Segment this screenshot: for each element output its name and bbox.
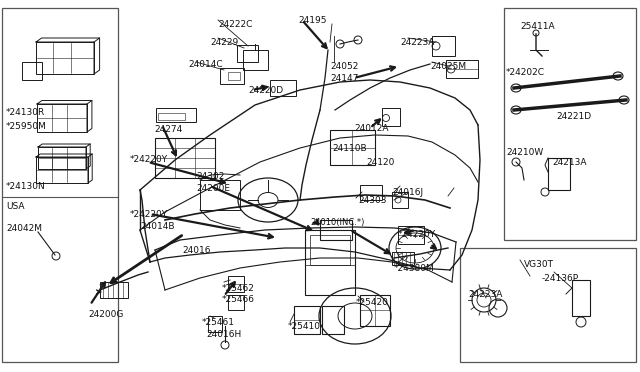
Text: *24220Y: *24220Y xyxy=(130,155,168,164)
Bar xyxy=(322,306,344,334)
Text: 24147: 24147 xyxy=(330,74,358,83)
Text: 24220D: 24220D xyxy=(248,86,283,95)
Bar xyxy=(100,282,128,298)
Text: 24223A: 24223A xyxy=(468,290,502,299)
Bar xyxy=(228,295,244,310)
Text: 24274: 24274 xyxy=(154,125,182,134)
Bar xyxy=(155,138,215,178)
Text: *24380M: *24380M xyxy=(394,264,435,273)
Text: 24014C: 24014C xyxy=(188,60,223,69)
Bar xyxy=(36,157,88,183)
Text: 24016J: 24016J xyxy=(392,188,423,197)
Bar xyxy=(446,60,478,78)
Text: *24130N: *24130N xyxy=(6,182,45,191)
Bar xyxy=(156,108,196,122)
Bar xyxy=(200,180,240,210)
Text: 24303: 24303 xyxy=(358,196,387,205)
Text: *24220Y: *24220Y xyxy=(398,230,436,239)
Bar xyxy=(392,252,414,265)
Text: *24130R: *24130R xyxy=(6,108,45,117)
Text: 24213A: 24213A xyxy=(552,158,586,167)
Text: 24120: 24120 xyxy=(366,158,394,167)
Text: 24110B: 24110B xyxy=(332,144,367,153)
Text: *24202C: *24202C xyxy=(506,68,545,77)
Text: *24220Y: *24220Y xyxy=(130,210,168,219)
Text: 24200E: 24200E xyxy=(196,184,230,193)
Bar xyxy=(460,248,636,362)
Bar xyxy=(305,230,355,295)
Bar xyxy=(320,220,352,240)
Bar xyxy=(330,130,375,165)
Bar xyxy=(36,42,94,74)
Bar xyxy=(392,192,408,208)
Text: *25462: *25462 xyxy=(222,284,255,293)
Text: 24200G: 24200G xyxy=(88,310,124,319)
Bar xyxy=(228,276,244,292)
Text: 24302: 24302 xyxy=(196,172,225,181)
Text: 24222C: 24222C xyxy=(218,20,252,29)
Text: 24223A: 24223A xyxy=(400,38,435,47)
Text: 24052: 24052 xyxy=(330,62,358,71)
Bar xyxy=(243,50,268,70)
Text: *25461: *25461 xyxy=(202,318,235,327)
Bar xyxy=(360,295,390,326)
Text: 24221D: 24221D xyxy=(556,112,591,121)
Bar xyxy=(270,80,296,96)
Bar xyxy=(237,45,258,62)
Bar xyxy=(294,306,320,334)
Bar xyxy=(382,108,400,126)
Bar xyxy=(38,147,86,169)
Bar xyxy=(158,113,185,120)
Bar xyxy=(22,62,42,80)
Bar xyxy=(504,8,636,240)
Text: 24014B: 24014B xyxy=(140,222,175,231)
Bar xyxy=(572,280,590,316)
Text: *25420: *25420 xyxy=(356,298,389,307)
Bar xyxy=(220,68,244,84)
Bar xyxy=(398,226,424,244)
Bar xyxy=(548,158,570,190)
Bar xyxy=(310,235,350,265)
Text: *25466: *25466 xyxy=(222,295,255,304)
Text: 24229: 24229 xyxy=(210,38,238,47)
Bar xyxy=(228,72,240,80)
Text: 24016: 24016 xyxy=(182,246,211,255)
Text: -24136P: -24136P xyxy=(542,274,579,283)
Text: *25950M: *25950M xyxy=(6,122,47,131)
Text: 25411A: 25411A xyxy=(520,22,555,31)
Bar xyxy=(432,36,455,56)
Text: 24012A: 24012A xyxy=(354,124,388,133)
Text: 24042M: 24042M xyxy=(6,224,42,233)
Bar xyxy=(37,104,87,132)
Text: 24010(INC.*): 24010(INC.*) xyxy=(310,218,364,227)
Text: USA: USA xyxy=(6,202,24,211)
Bar xyxy=(208,316,222,332)
Text: VG30T: VG30T xyxy=(524,260,554,269)
Text: *25410: *25410 xyxy=(288,322,321,331)
Text: 24195: 24195 xyxy=(298,16,326,25)
Text: 24210W: 24210W xyxy=(506,148,543,157)
Text: 24025M: 24025M xyxy=(430,62,466,71)
Bar xyxy=(2,8,118,362)
Bar xyxy=(360,185,382,200)
Text: 24016H: 24016H xyxy=(206,330,241,339)
